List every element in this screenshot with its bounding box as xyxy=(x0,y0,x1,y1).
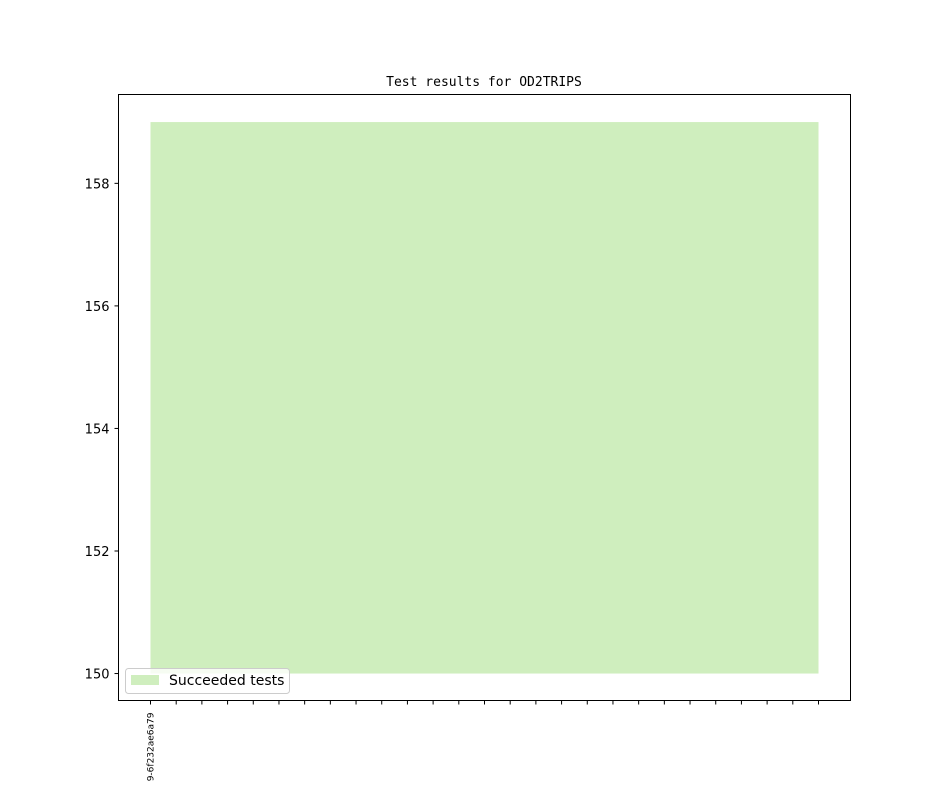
y-tick-label: 152 xyxy=(85,545,110,560)
legend-label: Succeeded tests xyxy=(169,673,284,689)
y-tick-label: 150 xyxy=(85,668,110,683)
legend-box xyxy=(125,668,290,694)
y-tick-label: 156 xyxy=(85,300,110,315)
legend-swatch xyxy=(131,675,159,685)
series-area-succeeded-tests xyxy=(150,122,819,674)
chart-title: Test results for OD2TRIPS xyxy=(386,75,582,90)
y-tick-label: 158 xyxy=(85,177,110,192)
y-tick-label: 154 xyxy=(85,422,110,437)
legend: Succeeded tests xyxy=(125,668,290,694)
x-tick-label: 9-6f232ae6a79 xyxy=(147,712,157,781)
